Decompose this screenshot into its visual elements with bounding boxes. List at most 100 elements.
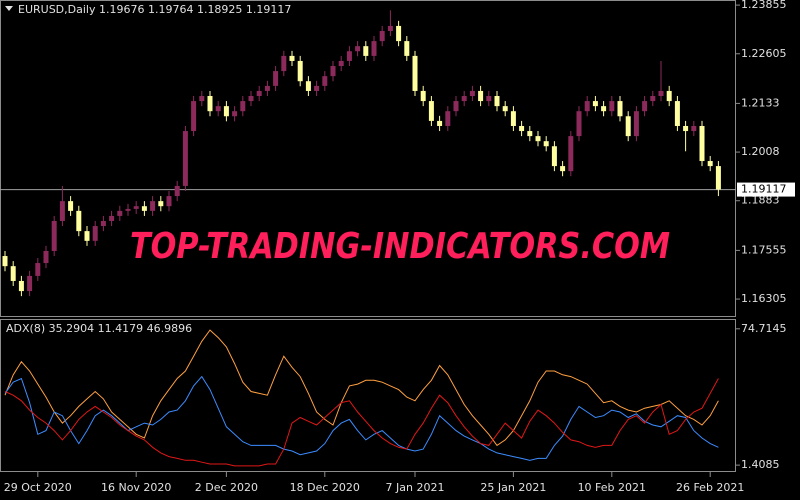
indicator-title: ADX(8) 35.2904 11.4179 46.9896: [6, 322, 192, 335]
x-tick-label: 29 Oct 2020: [4, 481, 72, 494]
y-tick-label: 74.7145: [741, 322, 787, 335]
indicator-line: [4, 378, 719, 467]
candle-body: [691, 125, 697, 132]
candle-body: [281, 55, 287, 72]
candle-body: [117, 210, 123, 216]
candle-body: [625, 116, 631, 137]
y-tick-label: 1.17555: [741, 243, 787, 256]
current-price-box: [737, 182, 795, 197]
candle-body: [601, 106, 607, 112]
candle-body: [297, 60, 303, 82]
candle-body: [232, 111, 238, 117]
indicator-frame: [0, 319, 736, 472]
indicator-line: [4, 375, 719, 461]
candle-body: [68, 201, 74, 211]
candle-body: [18, 280, 24, 292]
candle-body: [478, 90, 484, 102]
candle-body: [683, 125, 689, 132]
candle-body: [125, 208, 131, 211]
candle-body: [494, 96, 500, 107]
candle-body: [141, 206, 147, 211]
y-tick-label: 1.2008: [741, 145, 780, 158]
candle-body: [59, 201, 65, 221]
y-tick-label: 1.23855: [741, 0, 787, 11]
chart-title: EURUSD,Daily 1.19676 1.19764 1.18925 1.1…: [18, 3, 291, 16]
indicator-line: [4, 329, 719, 447]
candle-body: [248, 96, 254, 102]
candle-body: [650, 96, 656, 102]
candle-body: [305, 81, 311, 91]
candle-body: [273, 71, 279, 86]
candle-body: [314, 85, 320, 91]
candle-body: [642, 101, 648, 112]
candle-body: [666, 90, 672, 102]
candle-body: [674, 101, 680, 126]
candle-body: [371, 41, 377, 56]
candle-body: [658, 90, 664, 97]
candle-body: [207, 96, 213, 112]
candle-body: [428, 101, 434, 121]
candle-body: [346, 51, 352, 61]
current-price-label: 1.19117: [741, 183, 787, 196]
candle-body: [519, 125, 525, 132]
candle-body: [396, 25, 402, 42]
menu-icon[interactable]: [5, 6, 13, 11]
candle-body: [199, 96, 205, 102]
y-tick-label: 1.22605: [741, 47, 787, 60]
candle-body: [92, 226, 98, 241]
candle-body: [355, 46, 361, 52]
candle-body: [182, 131, 188, 186]
candle-body: [486, 96, 492, 102]
candle-body: [527, 131, 533, 137]
candle-body: [76, 210, 82, 232]
candle-body: [576, 111, 582, 137]
candle-body: [363, 46, 369, 56]
candle-body: [617, 101, 623, 117]
x-tick-label: 16 Nov 2020: [101, 481, 171, 494]
candle-body: [2, 256, 8, 267]
candle-body: [330, 66, 336, 77]
candle-body: [535, 136, 541, 142]
candle-body: [338, 60, 344, 67]
candle-body: [584, 101, 590, 112]
candle-body: [412, 55, 418, 91]
candle-body: [174, 185, 180, 197]
x-tick-label: 2 Dec 2020: [195, 481, 258, 494]
candle-body: [510, 111, 516, 126]
candle-body: [158, 201, 164, 207]
candle-body: [166, 196, 172, 207]
candle-body: [633, 111, 639, 137]
y-tick-label: 1.4085: [741, 458, 780, 471]
y-tick-label: 1.1883: [741, 194, 780, 207]
candle-body: [264, 85, 270, 91]
candle-body: [51, 220, 57, 251]
candle-body: [27, 275, 33, 292]
candle-body: [109, 215, 115, 221]
candle-body: [404, 41, 410, 56]
candle-body: [592, 101, 598, 107]
candle-body: [715, 166, 721, 190]
x-tick-label: 25 Jan 2021: [480, 481, 546, 494]
x-tick-label: 18 Dec 2020: [290, 481, 360, 494]
candle-body: [437, 120, 443, 126]
candle-body: [215, 106, 221, 112]
candle-body: [469, 90, 475, 97]
candle-body: [191, 101, 197, 132]
candle-body: [84, 231, 90, 241]
watermark: TOP-TRADING-INDICATORS.COM: [130, 226, 670, 267]
candle-body: [445, 111, 451, 126]
candle-body: [43, 250, 49, 264]
candle-body: [453, 101, 459, 112]
candle-body: [322, 76, 328, 86]
candle-body: [10, 266, 16, 281]
candle-body: [100, 220, 106, 227]
candle-body: [387, 25, 393, 31]
x-tick-label: 26 Feb 2021: [676, 481, 744, 494]
candle-body: [461, 96, 467, 102]
candle-body: [289, 55, 295, 61]
candle-body: [256, 90, 262, 97]
candle-body: [240, 101, 246, 112]
candle-body: [379, 30, 385, 42]
